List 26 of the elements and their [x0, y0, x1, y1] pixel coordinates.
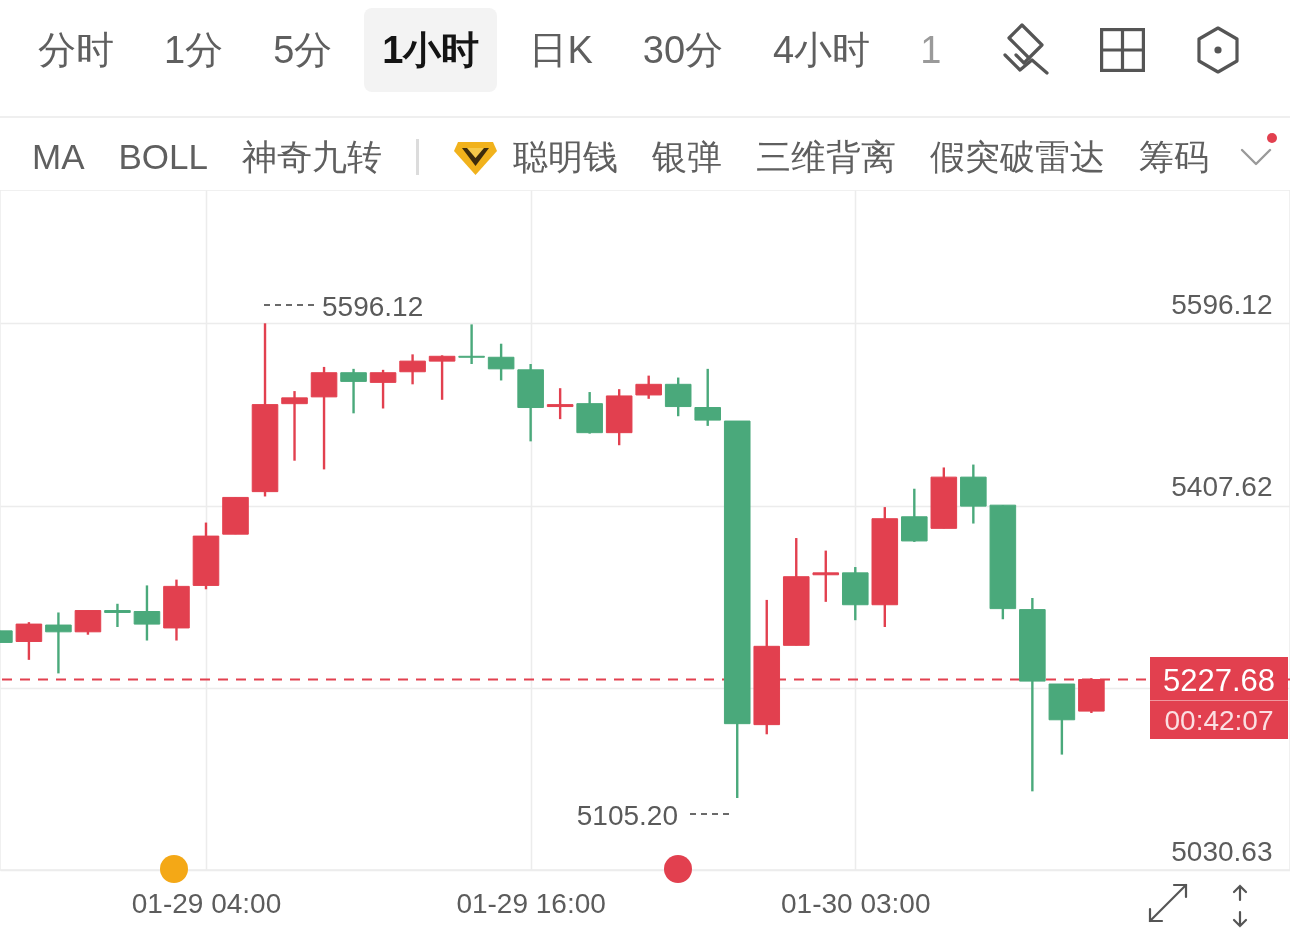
text: 分时	[38, 27, 114, 73]
y-tick-label: 5407.62	[1171, 471, 1273, 503]
x-tick-label: 01-29 04:00	[131, 887, 282, 919]
text: 4小时	[773, 27, 871, 73]
text: BOLL	[118, 137, 208, 177]
text: 5分	[273, 27, 333, 73]
text: 神奇九转	[242, 135, 382, 178]
text: 00:42:07	[1164, 705, 1274, 738]
x-tick-label: 01-30 03:00	[781, 887, 931, 919]
annotation: 5596.12	[322, 291, 424, 324]
text: 1分	[164, 27, 224, 73]
text: 聪明钱	[513, 135, 618, 178]
text: 日K	[529, 27, 593, 73]
text: 30分	[642, 27, 724, 73]
text: 1	[920, 28, 942, 72]
y-tick-label: 5030.63	[1171, 835, 1273, 867]
text: 假突破雷达	[930, 135, 1105, 178]
text: 1小时	[382, 27, 480, 73]
ref-line-label: 5227.68	[1162, 663, 1276, 700]
annotation: 5105.20	[576, 799, 678, 832]
y-tick-label: 5596.12	[1171, 288, 1273, 320]
x-tick-label: 01-29 16:00	[456, 887, 606, 919]
text: MA	[32, 137, 85, 177]
text: 银弹	[652, 135, 722, 178]
text: 筹码	[1139, 135, 1209, 178]
text: 三维背离	[756, 135, 896, 178]
